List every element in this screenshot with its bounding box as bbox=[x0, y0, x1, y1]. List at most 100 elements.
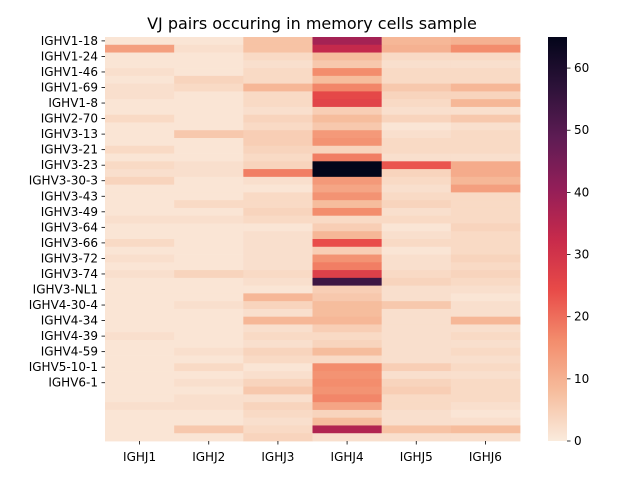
heatmap-cell bbox=[105, 371, 175, 380]
heatmap-cell bbox=[105, 270, 175, 279]
heatmap-cell bbox=[450, 145, 521, 154]
heatmap-cell bbox=[243, 293, 313, 302]
heatmap-cell bbox=[381, 355, 452, 364]
heatmap-cell bbox=[381, 223, 452, 232]
heatmap-cell bbox=[381, 130, 452, 139]
heatmap-cell bbox=[312, 239, 383, 248]
heatmap-cell bbox=[450, 239, 521, 248]
heatmap-cell bbox=[243, 207, 313, 217]
heatmap-cell bbox=[450, 254, 521, 263]
heatmap-cell bbox=[450, 99, 521, 108]
heatmap-cell bbox=[243, 301, 313, 310]
y-tick-label: IGHV5-10-1 bbox=[29, 360, 98, 374]
heatmap-cell bbox=[174, 52, 244, 61]
y-tick-label: IGHV4-34 bbox=[41, 314, 98, 328]
heatmap-cell bbox=[243, 44, 313, 53]
heatmap-cell bbox=[243, 262, 313, 271]
y-tick-label: IGHV6-1 bbox=[48, 376, 98, 390]
x-tick-label: IGHJ2 bbox=[192, 450, 225, 464]
y-tick-label: IGHV3-64 bbox=[41, 220, 98, 234]
heatmap-cell bbox=[105, 44, 175, 53]
heatmap-cell bbox=[312, 200, 383, 209]
heatmap-cell bbox=[243, 402, 313, 411]
heatmap-cell bbox=[312, 138, 383, 147]
heatmap-cell bbox=[450, 68, 521, 77]
heatmap-cell bbox=[381, 347, 452, 356]
y-tick-label: IGHV1-8 bbox=[48, 96, 98, 110]
heatmap-cell bbox=[105, 231, 175, 240]
heatmap-cell bbox=[450, 332, 521, 341]
heatmap-cell bbox=[450, 75, 521, 85]
heatmap-cell bbox=[243, 316, 313, 325]
heatmap-cell bbox=[174, 99, 244, 108]
heatmap-cell bbox=[243, 176, 313, 186]
heatmap-cell bbox=[105, 277, 175, 287]
heatmap-cell bbox=[243, 223, 313, 232]
heatmap-cell bbox=[174, 161, 244, 170]
heatmap-cell bbox=[174, 425, 244, 434]
x-tick-label: IGHJ3 bbox=[261, 450, 294, 464]
heatmap-cell bbox=[243, 138, 313, 147]
colorbar-tick-label: 40 bbox=[574, 185, 589, 199]
heatmap-cell bbox=[174, 355, 244, 364]
heatmap-cell bbox=[243, 200, 313, 209]
heatmap-cell bbox=[105, 402, 175, 411]
heatmap-cell bbox=[450, 138, 521, 147]
heatmap-cell bbox=[450, 52, 521, 61]
y-tick-label: IGHV1-69 bbox=[41, 81, 98, 95]
heatmap-cell bbox=[381, 68, 452, 77]
heatmap-cell bbox=[105, 316, 175, 325]
heatmap-cell bbox=[312, 433, 383, 442]
heatmap-cell bbox=[381, 207, 452, 217]
heatmap-cell bbox=[174, 130, 244, 139]
x-tick-label: IGHJ1 bbox=[123, 450, 156, 464]
heatmap-cell bbox=[105, 106, 175, 116]
heatmap-cell bbox=[312, 293, 383, 302]
heatmap-cell bbox=[105, 417, 175, 426]
heatmap-cell bbox=[450, 363, 521, 372]
heatmap-cell bbox=[174, 37, 244, 46]
heatmap-cell bbox=[381, 138, 452, 147]
heatmap-cell bbox=[174, 75, 244, 85]
heatmap-cell bbox=[450, 200, 521, 209]
heatmap-cell bbox=[243, 169, 313, 178]
heatmap-cell bbox=[174, 207, 244, 217]
heatmap-cell bbox=[312, 409, 383, 419]
heatmap-cell bbox=[174, 308, 244, 318]
heatmap-cell bbox=[243, 60, 313, 69]
heatmap-cell bbox=[450, 184, 521, 193]
heatmap-cell bbox=[381, 215, 452, 224]
heatmap-cell bbox=[174, 277, 244, 287]
heatmap-cell bbox=[243, 215, 313, 224]
heatmap-cell bbox=[450, 394, 521, 403]
heatmap-cell bbox=[174, 231, 244, 240]
heatmap-cell bbox=[381, 169, 452, 178]
heatmap-cell bbox=[312, 378, 383, 388]
heatmap-cell bbox=[243, 83, 313, 92]
heatmap-cell bbox=[174, 394, 244, 403]
heatmap-cell bbox=[312, 169, 383, 178]
heatmap-cell bbox=[105, 99, 175, 108]
heatmap-cell bbox=[381, 324, 452, 333]
heatmap-cell bbox=[243, 363, 313, 372]
heatmap-cell bbox=[105, 184, 175, 193]
y-tick-label: IGHV1-46 bbox=[41, 65, 98, 79]
heatmap-cell bbox=[174, 176, 244, 186]
heatmap-cell bbox=[450, 231, 521, 240]
heatmap-cell bbox=[381, 332, 452, 341]
heatmap-cell bbox=[243, 239, 313, 248]
y-tick-label: IGHV2-70 bbox=[41, 112, 98, 126]
heatmap-cell bbox=[105, 386, 175, 395]
heatmap-cell bbox=[105, 433, 175, 442]
heatmap-cell bbox=[312, 246, 383, 255]
y-tick-label: IGHV3-13 bbox=[41, 127, 98, 141]
heatmap-cell bbox=[243, 106, 313, 116]
heatmap-cell bbox=[243, 417, 313, 426]
heatmap-cell bbox=[312, 192, 383, 201]
heatmap-cell bbox=[174, 340, 244, 349]
heatmap-cell bbox=[243, 347, 313, 356]
y-tick-label: IGHV3-72 bbox=[41, 251, 98, 265]
y-tick-label: IGHV3-30-3 bbox=[29, 174, 98, 188]
heatmap-cell bbox=[174, 386, 244, 395]
heatmap-cell bbox=[312, 347, 383, 356]
